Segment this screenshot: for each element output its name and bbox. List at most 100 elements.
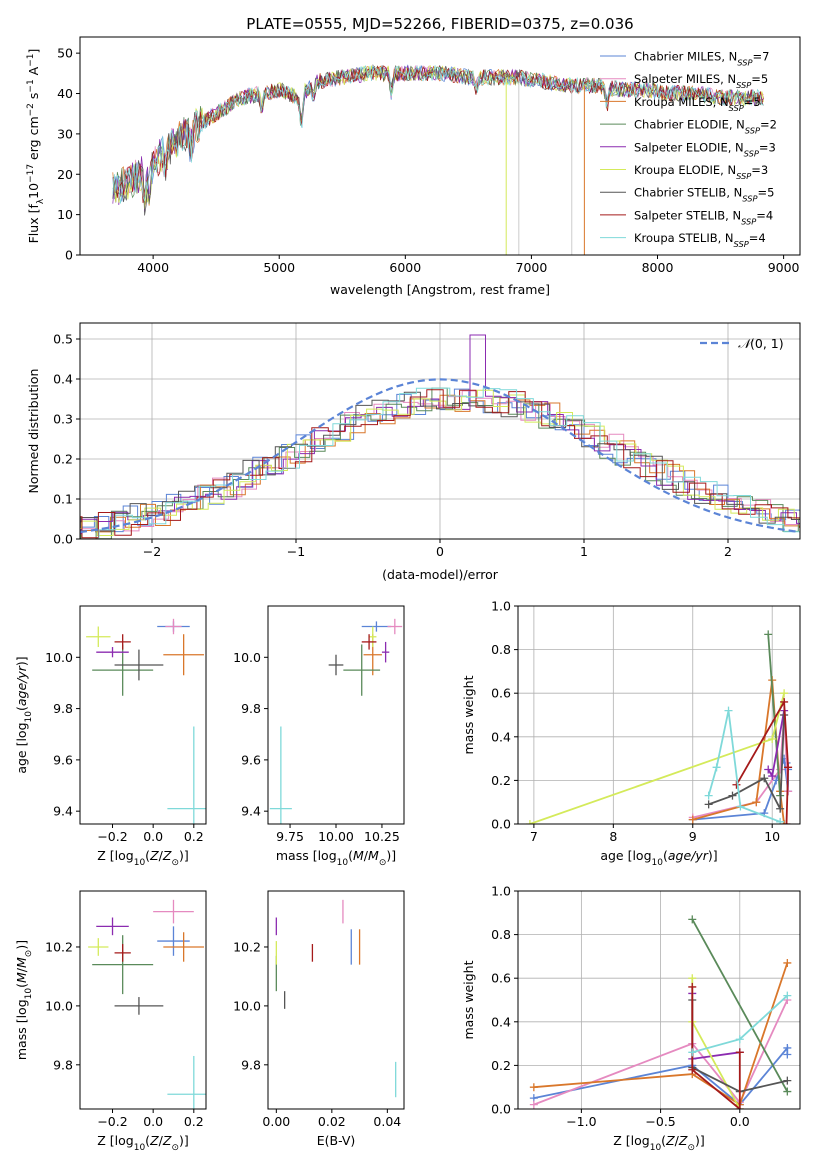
y-tick-label: 1.0 bbox=[491, 599, 511, 614]
x-tick-label: 9000 bbox=[768, 260, 800, 275]
x-axis-label: E(B-V) bbox=[317, 1133, 356, 1148]
axes-frame bbox=[517, 890, 801, 1110]
plot-area bbox=[86, 618, 206, 824]
weight-point bbox=[688, 915, 697, 924]
x-tick-label: 8 bbox=[609, 829, 617, 844]
plot-weight_vs_Z: −1.0 −0.5 0.0 0.0 0.2 0.4 0.6 0.8 1.0 Z [log10(Z/… bbox=[461, 884, 801, 1153]
weight-point bbox=[776, 804, 785, 813]
spectrum-line-salpeter-stelib bbox=[112, 65, 764, 204]
y-axis-label: mass weight bbox=[461, 960, 476, 1039]
errorbar-kroupa-stelib bbox=[167, 726, 206, 824]
axes-frame bbox=[267, 890, 405, 1110]
x-axis-label: Z [log10(Z/Z⊙)] bbox=[613, 1133, 705, 1153]
weight-point bbox=[764, 630, 773, 639]
weight-point bbox=[783, 958, 792, 967]
y-axis-label: mass weight bbox=[461, 675, 476, 754]
histogram-chabrier-elodie bbox=[80, 387, 800, 539]
y-tick-label: 0.8 bbox=[491, 927, 511, 942]
weight-point bbox=[688, 815, 697, 824]
y-tick-label: 10.2 bbox=[45, 939, 73, 954]
histogram-kroupa-elodie bbox=[80, 389, 800, 536]
plot-area bbox=[269, 618, 403, 824]
x-tick-label: 0.0 bbox=[730, 1114, 750, 1129]
legend-label: Salpeter MILES, NSSP=5 bbox=[634, 72, 768, 90]
errorbar-salpeter-stelib bbox=[114, 634, 131, 650]
y-tick-label: 0.2 bbox=[491, 1058, 511, 1073]
legend-label: Kroupa ELODIE, NSSP=3 bbox=[634, 163, 768, 181]
weight-point bbox=[768, 734, 777, 743]
weight-series-chabrier-elodie bbox=[688, 915, 792, 1096]
errorbar-salpeter-stelib bbox=[361, 634, 377, 650]
y-tick-label: 0.4 bbox=[491, 1014, 511, 1029]
plot-weight_vs_age: 7 8 9 10 0.0 0.2 0.4 0.6 0.8 1.0 age [log10(age/yr… bbox=[461, 599, 801, 868]
y-axis-label: age [log10(age/yr)] bbox=[14, 656, 34, 773]
weight-point bbox=[764, 765, 773, 774]
y-tick-label: 0.4 bbox=[53, 372, 73, 387]
weight-point bbox=[780, 689, 789, 698]
y-tick-label: 0.5 bbox=[53, 332, 73, 347]
x-axis-label: mass [log10(M/M⊙)] bbox=[276, 848, 396, 868]
weight-series-salpeter-stelib bbox=[732, 697, 793, 824]
y-tick-label: 0.2 bbox=[53, 452, 73, 467]
plot-residuals: −2 −1 0 1 2 0.0 0.1 0.2 0.3 0.4 0.5 𝒩(0, 1) (data-mo… bbox=[26, 322, 801, 582]
x-axis-label: Z [log10(Z/Z⊙)] bbox=[97, 1133, 189, 1153]
legend-label: Chabrier STELIB, NSSP=5 bbox=[634, 186, 774, 204]
axes-frame bbox=[267, 605, 405, 825]
y-tick-label: 0.0 bbox=[491, 1102, 511, 1117]
weight-series-chabrier-miles bbox=[688, 754, 793, 824]
weight-line bbox=[692, 679, 785, 824]
legend-label: Kroupa STELIB, NSSP=4 bbox=[634, 231, 766, 249]
weight-point bbox=[783, 991, 792, 1000]
x-axis-label: Z [log10(Z/Z⊙)] bbox=[97, 848, 189, 868]
y-tick-label: 0.8 bbox=[491, 642, 511, 657]
weight-point bbox=[760, 774, 769, 783]
weight-line bbox=[691, 918, 789, 1093]
x-tick-label: 2 bbox=[724, 544, 732, 559]
x-tick-label: 1 bbox=[580, 544, 588, 559]
y-tick-label: 9.8 bbox=[53, 1057, 73, 1072]
weight-point bbox=[712, 763, 721, 772]
legend-label: Chabrier ELODIE, NSSP=2 bbox=[634, 118, 777, 136]
spectrum-line-chabrier-elodie bbox=[112, 65, 764, 205]
weight-point bbox=[732, 780, 741, 789]
weight-point bbox=[688, 1048, 697, 1057]
errorbar-salpeter-miles bbox=[165, 618, 182, 635]
errorbar-salpeter-miles bbox=[387, 618, 403, 635]
x-tick-label: −0.2 bbox=[97, 829, 127, 844]
weight-line bbox=[767, 634, 781, 796]
weight-point bbox=[783, 1076, 792, 1085]
plot-mass_vs_Z: −0.2 0.0 0.2 9.8 10.0 10.2 Z [log10(Z/Z⊙)] mass… bbox=[14, 890, 207, 1153]
y-tick-label: 9.4 bbox=[53, 804, 73, 819]
weight-series-chabrier-elodie bbox=[764, 630, 785, 800]
plot-spectrum: 4000 5000 6000 7000 8000 9000 0 10 20 30 40 50 wavel… bbox=[26, 36, 801, 297]
y-tick-label: 30 bbox=[57, 126, 73, 141]
y-tick-label: 9.8 bbox=[241, 701, 261, 716]
errorbar-chabrier-stelib bbox=[114, 997, 164, 1015]
y-tick-label: 0.6 bbox=[491, 686, 511, 701]
histogram-chabrier-stelib bbox=[80, 391, 800, 532]
x-tick-label: 0 bbox=[436, 544, 444, 559]
plot-mass_vs_ebv: 0.00 0.02 0.04 9.8 10.0 10.2 E(B-V) bbox=[233, 890, 405, 1148]
x-tick-label: 7000 bbox=[516, 260, 548, 275]
y-tick-label: 9.8 bbox=[53, 701, 73, 716]
spectrum-line-kroupa-stelib bbox=[112, 64, 764, 204]
x-tick-label: −2 bbox=[143, 544, 161, 559]
x-tick-label: 10.25 bbox=[364, 829, 400, 844]
weight-series-kroupa-stelib bbox=[704, 706, 785, 824]
legend-label: Chabrier MILES, NSSP=7 bbox=[634, 50, 769, 68]
weight-point bbox=[728, 791, 737, 800]
y-tick-label: 9.4 bbox=[241, 804, 261, 819]
plot-area bbox=[525, 630, 793, 824]
axes-frame bbox=[79, 36, 801, 256]
y-tick-label: 10.0 bbox=[233, 650, 261, 665]
weight-point bbox=[529, 1100, 538, 1109]
weight-point bbox=[704, 800, 713, 809]
x-tick-label: 0.00 bbox=[262, 1114, 290, 1129]
legend-label: Kroupa MILES, NSSP=5 bbox=[634, 95, 761, 113]
weight-series-salpeter-stelib bbox=[688, 982, 744, 1109]
errorbar-chabrier-elodie bbox=[343, 644, 381, 696]
y-tick-label: 0 bbox=[65, 248, 73, 263]
x-tick-label: 0.0 bbox=[143, 829, 163, 844]
figure-title: PLATE=0555, MJD=52266, FIBERID=0375, z=0… bbox=[246, 15, 633, 33]
